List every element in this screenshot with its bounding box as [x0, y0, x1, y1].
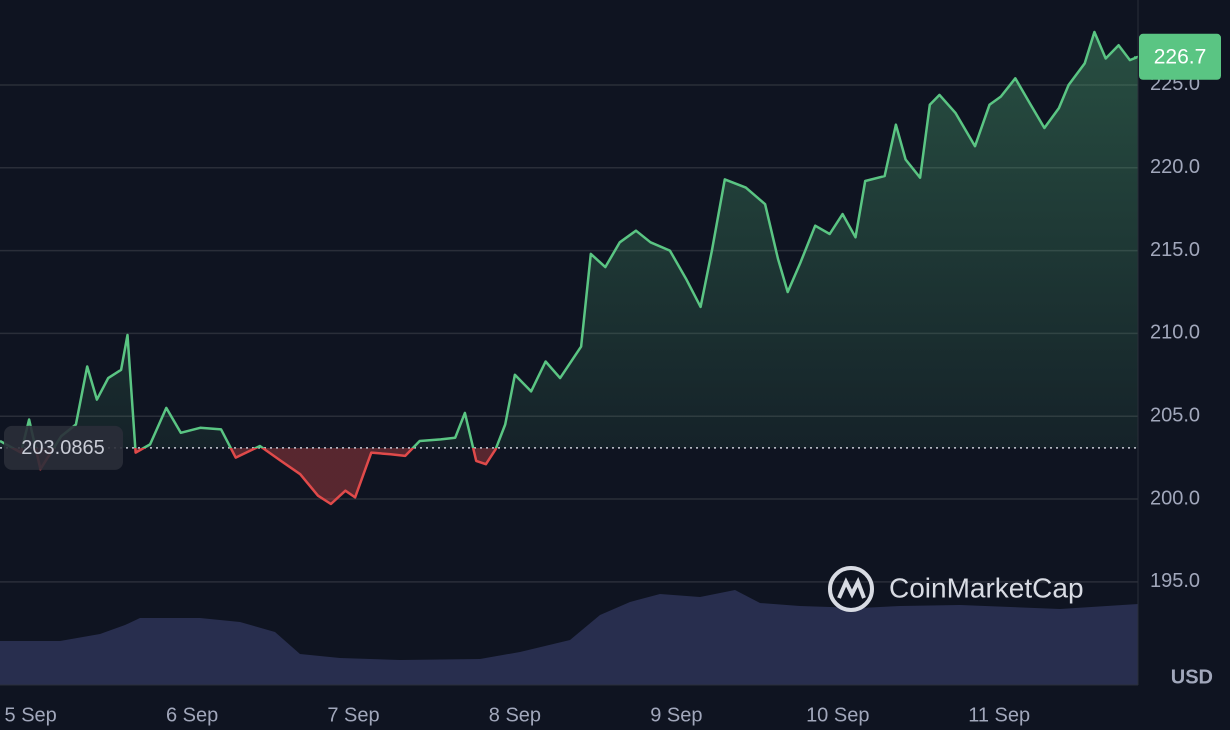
volume-area	[0, 590, 1138, 685]
watermark-text: CoinMarketCap	[889, 572, 1084, 603]
price-line	[0, 30, 1139, 506]
baseline-label: 203.0865	[21, 437, 104, 459]
last-price-label: 226.7	[1154, 45, 1207, 68]
x-tick-label: 9 Sep	[650, 704, 702, 726]
baseline-label-box	[4, 425, 123, 470]
watermark-logo	[837, 577, 866, 599]
x-tick-label: 5 Sep	[5, 704, 57, 726]
x-tick-label: 8 Sep	[489, 704, 541, 726]
y-tick-label: 195.0	[1150, 570, 1200, 592]
y-tick-label: 210.0	[1150, 322, 1200, 344]
x-tick-label: 7 Sep	[327, 704, 379, 726]
y-tick-label: 200.0	[1150, 487, 1200, 509]
x-tick-label: 11 Sep	[968, 704, 1030, 726]
y-tick-label: 215.0	[1150, 239, 1200, 261]
y-tick-label: 205.0	[1150, 404, 1200, 426]
last-price-box	[1139, 33, 1221, 80]
watermark-logo	[828, 566, 874, 612]
x-tick-label: 10 Sep	[806, 704, 869, 726]
x-tick-label: 6 Sep	[166, 704, 218, 726]
currency-label: USD	[1171, 666, 1213, 688]
price-area	[0, 32, 1138, 504]
y-tick-label: 220.0	[1150, 156, 1200, 178]
watermark: CoinMarketCap	[828, 566, 1084, 612]
